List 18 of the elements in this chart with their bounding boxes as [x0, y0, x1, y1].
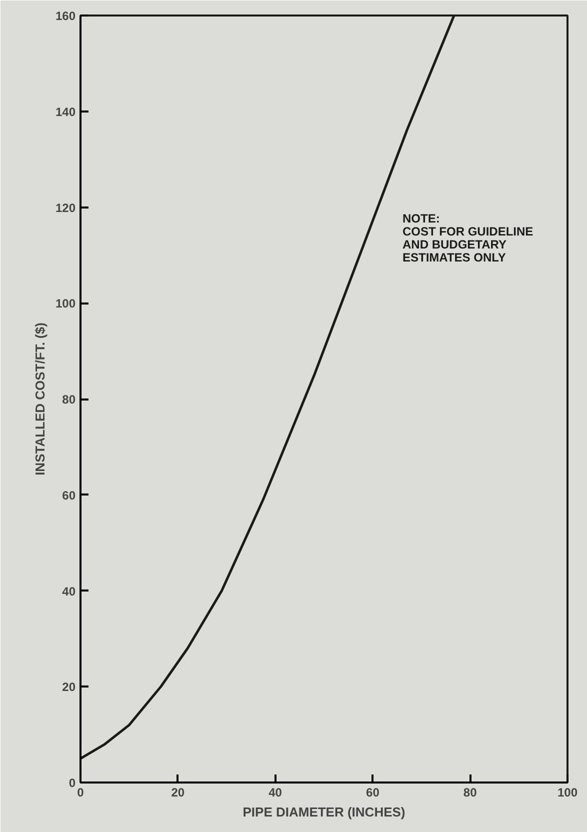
x-tick-label: 0: [77, 786, 84, 800]
y-tick-label: 160: [55, 9, 76, 23]
y-tick-label: 100: [55, 296, 76, 311]
x-tick-label: 80: [463, 786, 478, 800]
annotation: NOTE: COST FOR GUIDELINE AND BUDGETARY ESTIMATES ONLY: [402, 212, 534, 264]
y-tick-label: 20: [62, 680, 76, 694]
x-tick-label: 20: [171, 786, 185, 800]
y-axis-title: INSTALLED COST/FT. ($): [32, 322, 48, 476]
y-tick-label: 40: [62, 584, 76, 598]
x-tick-label: 40: [268, 786, 282, 800]
y-tick-label: 140: [55, 104, 76, 119]
y-tick-label: 120: [55, 200, 76, 215]
y-tick-label: 60: [62, 488, 76, 502]
x-axis-title: PIPE DIAMETER (INCHES): [242, 804, 406, 820]
y-tick-label: 80: [62, 392, 76, 406]
y-tick-label: 0: [68, 776, 76, 790]
x-tick-label: 100: [557, 786, 578, 800]
x-tick-label: 60: [366, 786, 380, 800]
